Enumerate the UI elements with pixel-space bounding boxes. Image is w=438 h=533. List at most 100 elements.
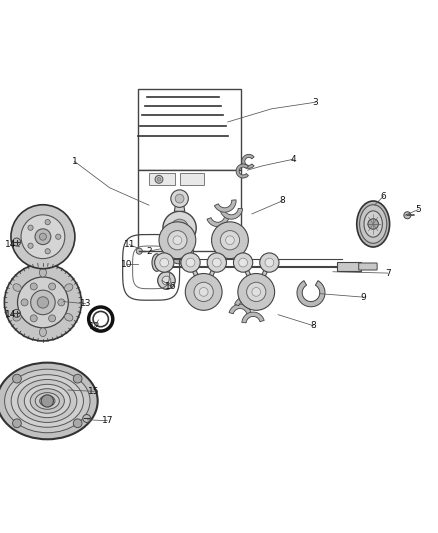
Circle shape [13, 310, 21, 317]
Circle shape [368, 219, 378, 229]
Circle shape [155, 175, 163, 183]
Ellipse shape [364, 211, 382, 237]
FancyBboxPatch shape [138, 89, 241, 170]
Text: 5: 5 [415, 205, 421, 214]
Ellipse shape [39, 328, 46, 336]
Text: 2: 2 [146, 247, 152, 256]
Ellipse shape [39, 395, 55, 407]
Circle shape [160, 258, 169, 267]
Ellipse shape [152, 254, 162, 271]
Circle shape [220, 231, 240, 250]
Text: 9: 9 [360, 293, 367, 302]
Polygon shape [207, 215, 229, 227]
Circle shape [265, 258, 274, 267]
Ellipse shape [64, 313, 73, 321]
Circle shape [186, 258, 195, 267]
Circle shape [181, 253, 200, 272]
Text: 11: 11 [124, 240, 135, 249]
Text: 14: 14 [5, 310, 17, 319]
Polygon shape [337, 262, 361, 271]
Circle shape [13, 374, 21, 383]
Circle shape [39, 233, 46, 240]
FancyBboxPatch shape [180, 173, 204, 185]
Circle shape [56, 234, 61, 239]
Ellipse shape [39, 268, 46, 277]
Polygon shape [214, 200, 236, 212]
Text: 9: 9 [179, 238, 185, 247]
Circle shape [45, 249, 50, 254]
Ellipse shape [30, 389, 64, 413]
FancyBboxPatch shape [359, 263, 377, 270]
Ellipse shape [360, 205, 387, 243]
Ellipse shape [13, 284, 21, 291]
Ellipse shape [25, 384, 70, 418]
Circle shape [177, 243, 183, 248]
Circle shape [13, 419, 21, 427]
Circle shape [73, 419, 82, 427]
Circle shape [199, 287, 208, 296]
FancyBboxPatch shape [149, 173, 175, 185]
Text: 10: 10 [121, 260, 133, 269]
Circle shape [162, 276, 171, 285]
Circle shape [260, 253, 279, 272]
Polygon shape [174, 201, 185, 211]
Circle shape [194, 282, 213, 302]
Polygon shape [220, 208, 243, 219]
Circle shape [35, 229, 51, 245]
Circle shape [168, 231, 187, 250]
Circle shape [73, 374, 82, 383]
Text: 14: 14 [5, 240, 17, 249]
Polygon shape [229, 304, 251, 315]
Circle shape [136, 248, 142, 254]
Ellipse shape [0, 362, 98, 439]
Ellipse shape [11, 375, 83, 427]
Text: 7: 7 [385, 269, 391, 278]
Circle shape [155, 253, 174, 272]
Text: 1: 1 [71, 157, 78, 166]
Circle shape [41, 395, 53, 407]
Ellipse shape [13, 313, 21, 321]
Text: 4: 4 [291, 155, 296, 164]
Circle shape [226, 236, 234, 245]
Polygon shape [166, 238, 194, 264]
Circle shape [83, 415, 91, 423]
Circle shape [49, 315, 56, 322]
Polygon shape [297, 281, 325, 307]
Text: 8: 8 [310, 321, 316, 330]
Text: 17: 17 [102, 416, 113, 425]
Polygon shape [242, 155, 254, 168]
Ellipse shape [64, 284, 73, 291]
Circle shape [58, 299, 65, 306]
Text: 8: 8 [279, 196, 286, 205]
Circle shape [31, 290, 55, 314]
Circle shape [157, 177, 161, 181]
Circle shape [18, 277, 68, 328]
Circle shape [159, 222, 196, 259]
Circle shape [238, 273, 275, 310]
Ellipse shape [18, 379, 77, 423]
Circle shape [233, 253, 253, 272]
Polygon shape [242, 312, 264, 323]
Circle shape [28, 225, 33, 230]
Ellipse shape [5, 369, 90, 433]
FancyBboxPatch shape [138, 170, 241, 251]
Polygon shape [236, 164, 248, 178]
Text: 6: 6 [380, 192, 386, 201]
Circle shape [171, 190, 188, 207]
Circle shape [30, 283, 37, 290]
Circle shape [4, 264, 81, 341]
Circle shape [404, 212, 411, 219]
Circle shape [247, 282, 266, 302]
Circle shape [207, 253, 226, 272]
Text: 16: 16 [165, 282, 177, 290]
Polygon shape [235, 297, 257, 308]
Ellipse shape [357, 201, 390, 247]
Text: 12: 12 [88, 322, 100, 332]
Circle shape [163, 211, 196, 245]
Circle shape [173, 236, 182, 245]
Circle shape [28, 243, 33, 248]
Text: 13: 13 [80, 299, 91, 308]
Circle shape [11, 205, 75, 269]
Circle shape [49, 283, 56, 290]
Text: 3: 3 [312, 98, 318, 107]
